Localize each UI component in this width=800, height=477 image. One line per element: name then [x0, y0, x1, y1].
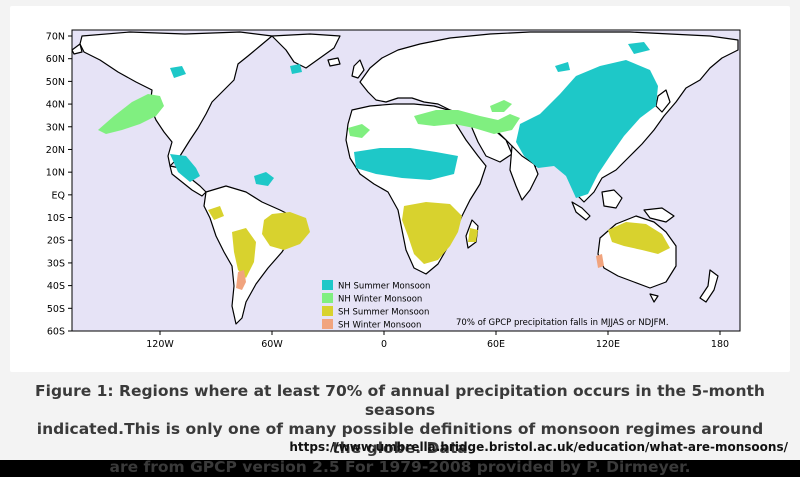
region-caucasus	[490, 100, 512, 112]
lon-tick-label: 0	[381, 339, 387, 350]
legend-swatch	[322, 306, 333, 316]
region-sw-australia	[596, 254, 604, 268]
region-north-australia	[608, 222, 670, 254]
lon-tick-label: 60W	[261, 339, 283, 350]
figure-caption: Figure 1: Regions where at least 70% of …	[20, 382, 780, 477]
region-sahel	[354, 148, 458, 180]
region-pacific-nw	[98, 94, 164, 134]
region-madagascar	[468, 228, 478, 242]
longitude-axis: 120W 60W 0 60E 120E 180	[146, 331, 729, 350]
region-peru-coast	[208, 206, 224, 220]
lat-tick-label: 60N	[46, 54, 65, 65]
lon-tick-label: 180	[711, 339, 729, 350]
caption-line-3: are from GPCP version 2.5 For 1979-2008 …	[109, 458, 691, 476]
north-america	[79, 31, 273, 167]
monsoon-map: NH Summer Monsoon NH Winter Monsoon SH Sum…	[46, 29, 741, 350]
lat-tick-label: 40N	[46, 100, 65, 111]
lat-tick-label: 40S	[47, 281, 65, 292]
region-mediterranean	[414, 110, 520, 134]
latitude-axis: 70N 60N 50N 40N 30N 20N 10N EQ 10S 20S 30S 40S 50S 60…	[46, 32, 72, 338]
map-panel: NH Summer Monsoon NH Winter Monsoon SH Sum…	[10, 6, 790, 372]
lat-tick-label: 10S	[47, 213, 65, 224]
alaska	[71, 43, 83, 55]
legend: NH Summer Monsoon NH Winter Monsoon SH Sum…	[322, 280, 430, 331]
sh-summer-regions	[208, 202, 670, 278]
great-britain	[351, 59, 365, 79]
lat-tick-label: 60S	[47, 327, 65, 338]
legend-label: SH Summer Monsoon	[338, 308, 429, 318]
lat-tick-label: 50N	[46, 77, 65, 88]
lat-tick-label: 20S	[47, 236, 65, 247]
nh-winter-regions	[98, 94, 520, 138]
greenland	[271, 33, 341, 69]
lon-tick-label: 120W	[146, 339, 174, 350]
borneo	[601, 189, 623, 209]
lon-tick-label: 60E	[487, 339, 505, 350]
iceland	[327, 57, 341, 67]
india	[509, 145, 539, 201]
legend-label: NH Winter Monsoon	[338, 295, 422, 305]
lon-tick-label: 120E	[596, 339, 620, 350]
region-brazil	[262, 212, 310, 250]
sh-winter-regions	[236, 254, 604, 290]
new-zealand	[699, 269, 719, 303]
region-zambia-east	[440, 218, 456, 232]
legend-swatch	[322, 280, 333, 290]
region-nw-africa	[348, 124, 370, 138]
lat-tick-label: 30S	[47, 258, 65, 269]
region-southern-africa	[402, 202, 462, 264]
region-arctic-patch	[555, 62, 570, 72]
legend-swatch	[322, 319, 333, 329]
source-url: https://www.umbrella.bridge.bristol.ac.u…	[289, 440, 788, 454]
legend-label: NH Summer Monsoon	[338, 282, 430, 292]
new-guinea	[643, 207, 675, 223]
lat-tick-label: 30N	[46, 122, 65, 133]
lat-tick-label: 20N	[46, 145, 65, 156]
lat-tick-label: 70N	[46, 32, 65, 43]
region-chile	[236, 270, 246, 290]
tasmania	[649, 293, 659, 303]
note-text: 70% of GPCP precipitation falls in MJJAS…	[456, 318, 669, 328]
lat-tick-label: 50S	[47, 304, 65, 315]
region-mexico	[170, 154, 200, 182]
japan	[655, 89, 671, 113]
region-caribbean	[254, 172, 274, 186]
lat-tick-label: EQ	[52, 190, 65, 201]
caption-line-1: Figure 1: Regions where at least 70% of …	[35, 382, 765, 419]
region-alaska-patch	[170, 66, 186, 78]
region-asia	[516, 60, 658, 198]
nh-summer-regions	[170, 42, 658, 198]
caption-line-2: indicated.This is only one of many possi…	[36, 420, 764, 457]
legend-swatch	[322, 293, 333, 303]
region-siberia-patch	[628, 42, 650, 54]
region-andes	[232, 228, 256, 278]
lat-tick-label: 10N	[46, 168, 65, 179]
region-canada-patch	[290, 64, 302, 74]
legend-label: SH Winter Monsoon	[338, 321, 421, 331]
sumatra	[571, 201, 591, 221]
